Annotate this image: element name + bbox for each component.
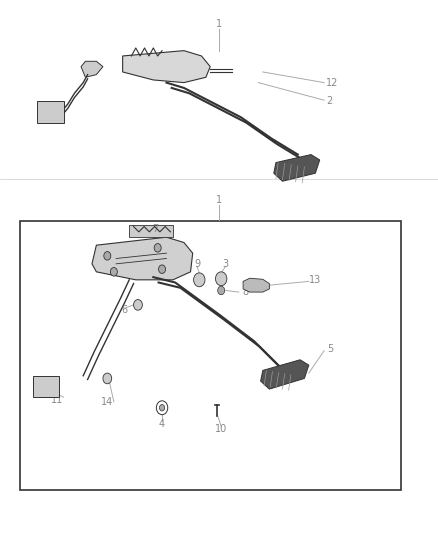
Circle shape <box>194 273 205 287</box>
Polygon shape <box>123 51 210 83</box>
Circle shape <box>110 268 117 276</box>
Polygon shape <box>261 360 309 389</box>
Circle shape <box>159 265 166 273</box>
Bar <box>129 225 173 237</box>
Circle shape <box>159 405 165 411</box>
Bar <box>20 221 401 490</box>
Polygon shape <box>274 155 320 181</box>
Text: 5: 5 <box>328 344 334 354</box>
Text: 11: 11 <box>51 395 63 405</box>
Text: 9: 9 <box>194 259 200 269</box>
Text: 10: 10 <box>215 424 227 434</box>
Text: 6: 6 <box>122 305 128 315</box>
Circle shape <box>218 286 225 295</box>
Circle shape <box>134 300 142 310</box>
Text: 7: 7 <box>152 224 159 234</box>
Text: 8: 8 <box>242 287 248 297</box>
Circle shape <box>156 401 168 415</box>
Polygon shape <box>243 278 269 292</box>
Text: 1: 1 <box>216 195 222 205</box>
Bar <box>37 101 64 123</box>
Text: 13: 13 <box>309 275 321 285</box>
Text: 4: 4 <box>159 419 165 429</box>
Circle shape <box>215 272 227 286</box>
Text: 3: 3 <box>223 259 229 269</box>
Bar <box>33 376 59 397</box>
Text: 14: 14 <box>101 398 113 407</box>
Text: 2: 2 <box>326 96 332 106</box>
Text: 1: 1 <box>216 19 222 29</box>
Polygon shape <box>92 237 193 280</box>
Polygon shape <box>81 61 103 77</box>
Circle shape <box>103 373 112 384</box>
Text: 12: 12 <box>326 78 339 87</box>
Circle shape <box>154 244 161 252</box>
Circle shape <box>104 252 111 260</box>
